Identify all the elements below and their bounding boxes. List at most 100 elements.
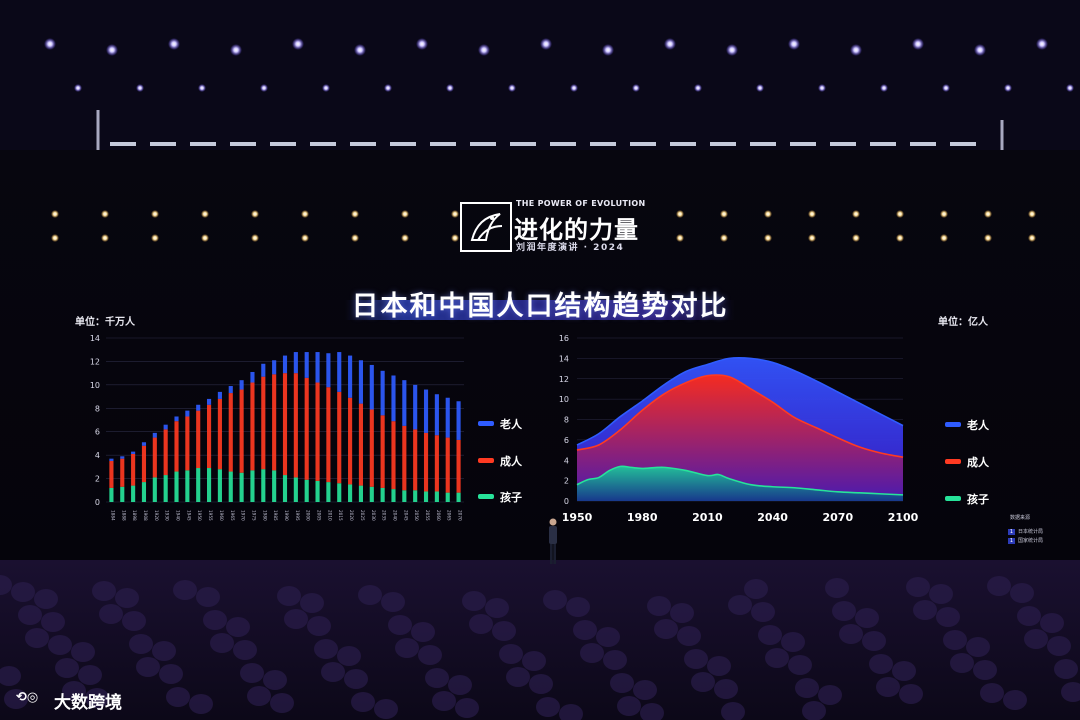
legend-label-adult: 成人 — [967, 456, 989, 469]
bar-segment-成人 — [358, 403, 364, 486]
bar-segment-成人 — [445, 437, 450, 493]
left-x-tick-label: 2055 — [425, 510, 430, 521]
bar-segment-成人 — [206, 404, 212, 469]
bar-segment-老人 — [120, 456, 125, 459]
bar-segment-成人 — [131, 453, 136, 486]
bar-segment-老人 — [131, 451, 136, 454]
bar-segment-成人 — [141, 445, 147, 483]
bar-segment-成人 — [152, 437, 157, 478]
left-x-tick-label: 1898 — [132, 510, 137, 521]
bar-segment-成人 — [456, 439, 461, 493]
right-x-tick-label: 2040 — [757, 511, 788, 524]
bar-segment-老人 — [109, 458, 114, 461]
bar-segment-孩子 — [326, 482, 331, 502]
bar-segment-老人 — [413, 384, 418, 430]
left-x-tick-label: 2060 — [436, 510, 441, 521]
bar-segment-老人 — [206, 398, 212, 405]
left-y-tick-label: 6 — [95, 428, 100, 437]
bar-segment-老人 — [348, 355, 353, 398]
left-x-tick-label: 1940 — [176, 510, 181, 521]
left-x-tick-label: 2045 — [403, 510, 408, 521]
source-number: 1 — [1008, 529, 1015, 535]
area-line-老人 — [576, 356, 904, 446]
bar-segment-孩子 — [369, 486, 374, 502]
left-x-tick-label: 1908 — [143, 510, 148, 521]
right-y-tick-label: 10 — [559, 395, 569, 404]
bar-segment-老人 — [152, 432, 157, 438]
bar-segment-老人 — [369, 364, 374, 410]
left-x-tick-label: 1955 — [208, 510, 213, 521]
bar-segment-成人 — [228, 393, 233, 472]
left-y-tick-label: 0 — [95, 498, 100, 507]
legend-swatch-adult — [945, 459, 961, 464]
slide-title: 日本和中国人口结构趋势对比 — [351, 291, 729, 322]
bar-segment-老人 — [380, 370, 385, 416]
bar-segment-孩子 — [337, 483, 342, 502]
bar-segment-老人 — [423, 389, 429, 433]
left-legend-adult: 成人 — [478, 453, 538, 469]
left-legend-elderly: 老人 — [478, 416, 538, 432]
left-x-tick-label: 1975 — [251, 510, 256, 521]
bar-segment-老人 — [196, 404, 201, 411]
bar-segment-孩子 — [261, 469, 266, 502]
bar-segment-成人 — [326, 387, 331, 483]
bar-segment-成人 — [239, 389, 244, 473]
left-chart-unit: 单位：千万人 — [75, 317, 135, 328]
left-x-tick-label: 2000 — [306, 510, 311, 521]
right-y-tick-label: 12 — [559, 375, 569, 384]
legend-label-children: 孩子 — [500, 491, 522, 504]
bar-segment-孩子 — [141, 482, 147, 502]
bar-segment-老人 — [282, 355, 288, 374]
source-title: 数据来源 — [1010, 515, 1031, 521]
left-x-tick-label: 1950 — [197, 510, 202, 521]
left-x-tick-label: 2005 — [317, 510, 322, 521]
bar-segment-孩子 — [402, 490, 407, 502]
left-x-tick-label: 2030 — [371, 510, 376, 521]
source-label: 国家统计局 — [1018, 538, 1044, 544]
bar-segment-孩子 — [196, 468, 201, 502]
source-label: 日本统计局 — [1018, 529, 1044, 535]
watermark-text: 大数跨境 — [54, 693, 122, 713]
bar-segment-成人 — [337, 391, 342, 484]
bar-segment-老人 — [434, 394, 439, 436]
left-x-tick-label: 1960 — [219, 510, 224, 521]
legend-swatch-children — [478, 494, 494, 499]
bar-segment-成人 — [402, 425, 407, 491]
left-y-tick-label: 8 — [95, 404, 100, 413]
bar-segment-成人 — [380, 415, 385, 488]
right-y-tick-label: 16 — [559, 334, 569, 343]
left-x-tick-label: 1980 — [262, 510, 267, 521]
bar-segment-成人 — [163, 429, 168, 476]
left-x-tick-label: 2040 — [392, 510, 397, 521]
bar-segment-老人 — [337, 352, 342, 392]
right-legend-children: 孩子 — [945, 491, 1015, 507]
bar-segment-老人 — [315, 352, 320, 383]
right-y-tick-label: 4 — [564, 456, 569, 465]
bar-segment-老人 — [326, 353, 331, 388]
bar-segment-孩子 — [217, 469, 222, 502]
bar-segment-孩子 — [131, 485, 136, 502]
right-legend-adult: 成人 — [945, 454, 1015, 470]
bar-segment-老人 — [250, 371, 255, 383]
bar-segment-老人 — [141, 442, 147, 446]
bar-segment-成人 — [315, 382, 320, 481]
bar-segment-成人 — [282, 373, 288, 476]
right-x-tick-label: 1950 — [562, 511, 593, 524]
right-y-tick-label: 2 — [564, 477, 569, 486]
bar-segment-孩子 — [250, 470, 255, 502]
bar-segment-孩子 — [152, 477, 157, 502]
left-x-tick-label: 1920 — [154, 510, 159, 521]
bar-segment-孩子 — [434, 491, 439, 502]
legend-label-adult: 成人 — [500, 455, 522, 468]
bar-segment-老人 — [163, 424, 168, 430]
right-y-tick-label: 6 — [564, 436, 569, 445]
left-y-tick-label: 14 — [90, 334, 100, 343]
legend-swatch-children — [945, 496, 961, 501]
right-x-tick-label: 2070 — [822, 511, 853, 524]
legend-label-elderly: 老人 — [967, 419, 989, 432]
right-chart-unit: 单位：亿人 — [938, 317, 988, 328]
bar-segment-孩子 — [380, 487, 385, 502]
right-x-tick-label: 1980 — [627, 511, 658, 524]
area-line-成人 — [576, 374, 904, 458]
